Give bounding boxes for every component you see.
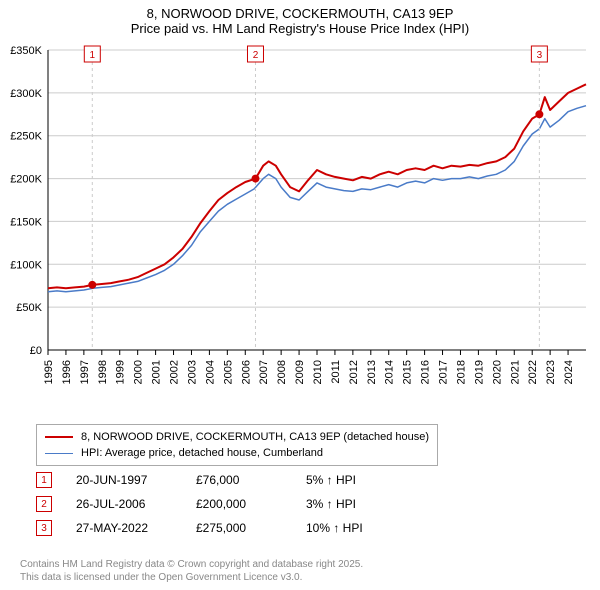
x-axis-label: 1998 — [97, 360, 109, 384]
x-axis-label: 2008 — [276, 360, 288, 384]
x-axis-label: 2011 — [330, 360, 342, 384]
x-axis-label: 2002 — [169, 360, 181, 384]
sale-price: £275,000 — [196, 521, 306, 535]
title-block: 8, NORWOOD DRIVE, COCKERMOUTH, CA13 9EP … — [0, 0, 600, 38]
legend-row: 8, NORWOOD DRIVE, COCKERMOUTH, CA13 9EP … — [45, 429, 429, 445]
x-axis-label: 2014 — [384, 360, 396, 384]
sale-row: 2 26-JUL-2006£200,0003% ↑ HPI — [36, 492, 396, 516]
footer-line-2: This data is licensed under the Open Gov… — [20, 571, 363, 584]
x-axis-label: 1996 — [61, 360, 73, 384]
legend-swatch — [45, 436, 73, 438]
figure-root: 8, NORWOOD DRIVE, COCKERMOUTH, CA13 9EP … — [0, 0, 600, 590]
sale-num-box: 2 — [36, 496, 52, 512]
x-axis-label: 1999 — [115, 360, 127, 384]
legend-label: HPI: Average price, detached house, Cumb… — [81, 447, 323, 459]
sale-marker-num: 3 — [537, 50, 543, 61]
title-line-1: 8, NORWOOD DRIVE, COCKERMOUTH, CA13 9EP — [0, 6, 600, 21]
x-axis-label: 2017 — [438, 360, 450, 384]
series-price_paid — [48, 84, 586, 288]
sale-marker-dot — [251, 175, 259, 183]
x-axis-label: 2022 — [527, 360, 539, 384]
sale-date: 20-JUN-1997 — [76, 473, 196, 487]
sale-price: £200,000 — [196, 497, 306, 511]
line-chart-svg: £0 £50K £100K £150K £200K £250K £300K £350K 1995… — [0, 40, 600, 420]
x-axis-label: 2018 — [455, 360, 467, 384]
sale-date: 27-MAY-2022 — [76, 521, 196, 535]
x-axis-label: 2023 — [545, 360, 557, 384]
sale-delta: 3% ↑ HPI — [306, 497, 396, 511]
x-axis-label: 2007 — [258, 360, 270, 384]
legend-swatch — [45, 453, 73, 454]
x-axis-label: 2009 — [294, 360, 306, 384]
sale-row: 3 27-MAY-2022£275,00010% ↑ HPI — [36, 516, 396, 540]
title-line-2: Price paid vs. HM Land Registry's House … — [0, 21, 600, 36]
sale-price: £76,000 — [196, 473, 306, 487]
sale-num-box: 1 — [36, 472, 52, 488]
x-axis-label: 2024 — [563, 360, 575, 384]
sales-table: 1 20-JUN-1997£76,0005% ↑ HPI 2 26-JUL-2006£… — [36, 468, 396, 540]
y-axis-label: £200K — [10, 174, 42, 186]
sale-marker-num: 1 — [90, 50, 96, 61]
x-axis-label: 1995 — [43, 360, 55, 384]
y-axis-label: £100K — [10, 259, 42, 271]
y-axis-label: £350K — [10, 45, 42, 57]
legend-row: HPI: Average price, detached house, Cumb… — [45, 445, 429, 461]
x-axis-label: 2003 — [186, 360, 198, 384]
x-axis-label: 2019 — [473, 360, 485, 384]
x-axis-label: 2010 — [312, 360, 324, 384]
sale-num-box: 3 — [36, 520, 52, 536]
sale-delta: 10% ↑ HPI — [306, 521, 396, 535]
x-axis-label: 2016 — [420, 360, 432, 384]
legend-label: 8, NORWOOD DRIVE, COCKERMOUTH, CA13 9EP … — [81, 431, 429, 443]
sale-date: 26-JUL-2006 — [76, 497, 196, 511]
y-axis-label: £300K — [10, 88, 42, 100]
x-axis-label: 2004 — [204, 360, 216, 384]
sale-marker-num: 2 — [253, 50, 259, 61]
y-axis-label: £150K — [10, 216, 42, 228]
legend: 8, NORWOOD DRIVE, COCKERMOUTH, CA13 9EP … — [36, 424, 438, 466]
y-axis-label: £250K — [10, 131, 42, 143]
x-axis-label: 2006 — [240, 360, 252, 384]
x-axis-label: 2000 — [133, 360, 145, 384]
sale-row: 1 20-JUN-1997£76,0005% ↑ HPI — [36, 468, 396, 492]
x-axis-label: 2012 — [348, 360, 360, 384]
sale-marker-dot — [535, 110, 543, 118]
x-axis-label: 2001 — [151, 360, 163, 384]
x-axis-label: 2021 — [509, 360, 521, 384]
sale-marker-dot — [88, 281, 96, 289]
x-axis-label: 2005 — [222, 360, 234, 384]
y-axis-label: £50K — [16, 302, 42, 314]
y-axis-label: £0 — [30, 345, 42, 357]
x-axis-label: 2015 — [402, 360, 414, 384]
footer-line-1: Contains HM Land Registry data © Crown c… — [20, 558, 363, 571]
x-axis-label: 1997 — [79, 360, 91, 384]
x-axis-label: 2020 — [491, 360, 503, 384]
x-axis-label: 2013 — [366, 360, 378, 384]
chart-area: £0 £50K £100K £150K £200K £250K £300K £350K 1995… — [0, 40, 600, 420]
sale-delta: 5% ↑ HPI — [306, 473, 396, 487]
footer-attribution: Contains HM Land Registry data © Crown c… — [20, 558, 363, 584]
